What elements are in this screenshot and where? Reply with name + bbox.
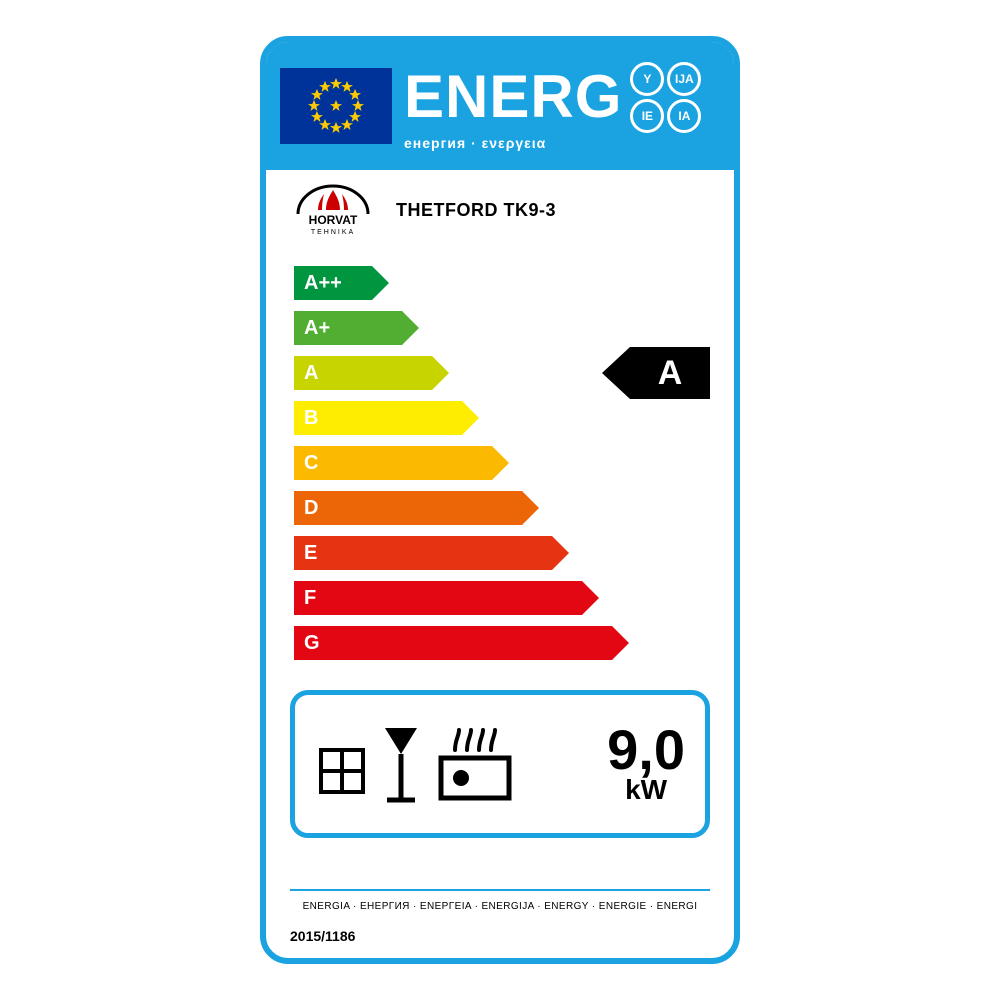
energ-title-block: ENERG Y IJA IE IA енергия · ενεργεια	[404, 62, 701, 151]
efficiency-bar-tip	[522, 491, 539, 525]
efficiency-bar: D	[294, 491, 539, 525]
header: ENERG Y IJA IE IA енергия · ενεργεια	[266, 42, 734, 170]
efficiency-bar-label: E	[294, 536, 552, 570]
efficiency-bar-label: F	[294, 581, 582, 615]
efficiency-bar-label: D	[294, 491, 522, 525]
efficiency-bar-tip	[492, 446, 509, 480]
footer-languages: ENERGIA · ЕНЕРГИЯ · ΕΝΕΡΓΕΙΑ · ENERGIJA …	[266, 889, 734, 912]
brand-row: HORVAT TEHNIKA THETFORD TK9-3	[266, 170, 734, 240]
energ-subtitle: енергия · ενεργεια	[404, 135, 701, 151]
efficiency-bar: C	[294, 446, 509, 480]
efficiency-bar: A+	[294, 311, 419, 345]
brand-logo: HORVAT TEHNIKA	[288, 180, 378, 240]
efficiency-bar-label: G	[294, 626, 612, 660]
efficiency-bar-label: A++	[294, 266, 372, 300]
regulation-ref: 2015/1186	[290, 928, 355, 944]
suffix-circle: IE	[630, 99, 664, 133]
efficiency-bar-tip	[552, 536, 569, 570]
efficiency-chart: A++A+ABCDEFGA	[266, 266, 734, 676]
efficiency-bar-label: B	[294, 401, 462, 435]
energy-label: ENERG Y IJA IE IA енергия · ενεργεια HOR…	[260, 36, 740, 964]
suffix-circle: IA	[667, 99, 701, 133]
efficiency-bar-tip	[402, 311, 419, 345]
power-box: 9,0 kW	[290, 690, 710, 838]
heating-pictograms	[315, 724, 517, 804]
power-value: 9,0	[607, 722, 685, 778]
energ-suffix-circles: Y IJA IE IA	[630, 62, 701, 133]
rating-indicator: A	[602, 347, 710, 399]
rating-arrow-tip	[602, 347, 630, 399]
efficiency-bar: F	[294, 581, 599, 615]
efficiency-bar-label: A	[294, 356, 432, 390]
rating-letter: A	[630, 347, 710, 399]
model-name: THETFORD TK9-3	[396, 200, 556, 221]
efficiency-bar: A	[294, 356, 449, 390]
power-reading: 9,0 kW	[607, 722, 685, 806]
efficiency-bar: G	[294, 626, 629, 660]
efficiency-bar: E	[294, 536, 569, 570]
efficiency-bar-tip	[582, 581, 599, 615]
suffix-circle: IJA	[667, 62, 701, 96]
suffix-circle: Y	[630, 62, 664, 96]
efficiency-bar: B	[294, 401, 479, 435]
efficiency-bar-tip	[462, 401, 479, 435]
energ-word: ENERG	[404, 67, 622, 127]
efficiency-bar-label: C	[294, 446, 492, 480]
brand-logo-text-top: HORVAT	[309, 213, 358, 227]
efficiency-bar-tip	[432, 356, 449, 390]
efficiency-bar-label: A+	[294, 311, 402, 345]
efficiency-bar-tip	[612, 626, 629, 660]
eu-flag-icon	[280, 68, 392, 144]
lamp-icon	[381, 724, 421, 804]
brand-logo-text-bottom: TEHNIKA	[311, 229, 355, 236]
stove-icon	[433, 724, 517, 804]
efficiency-bar: A++	[294, 266, 389, 300]
efficiency-bar-tip	[372, 266, 389, 300]
window-icon	[315, 744, 369, 804]
